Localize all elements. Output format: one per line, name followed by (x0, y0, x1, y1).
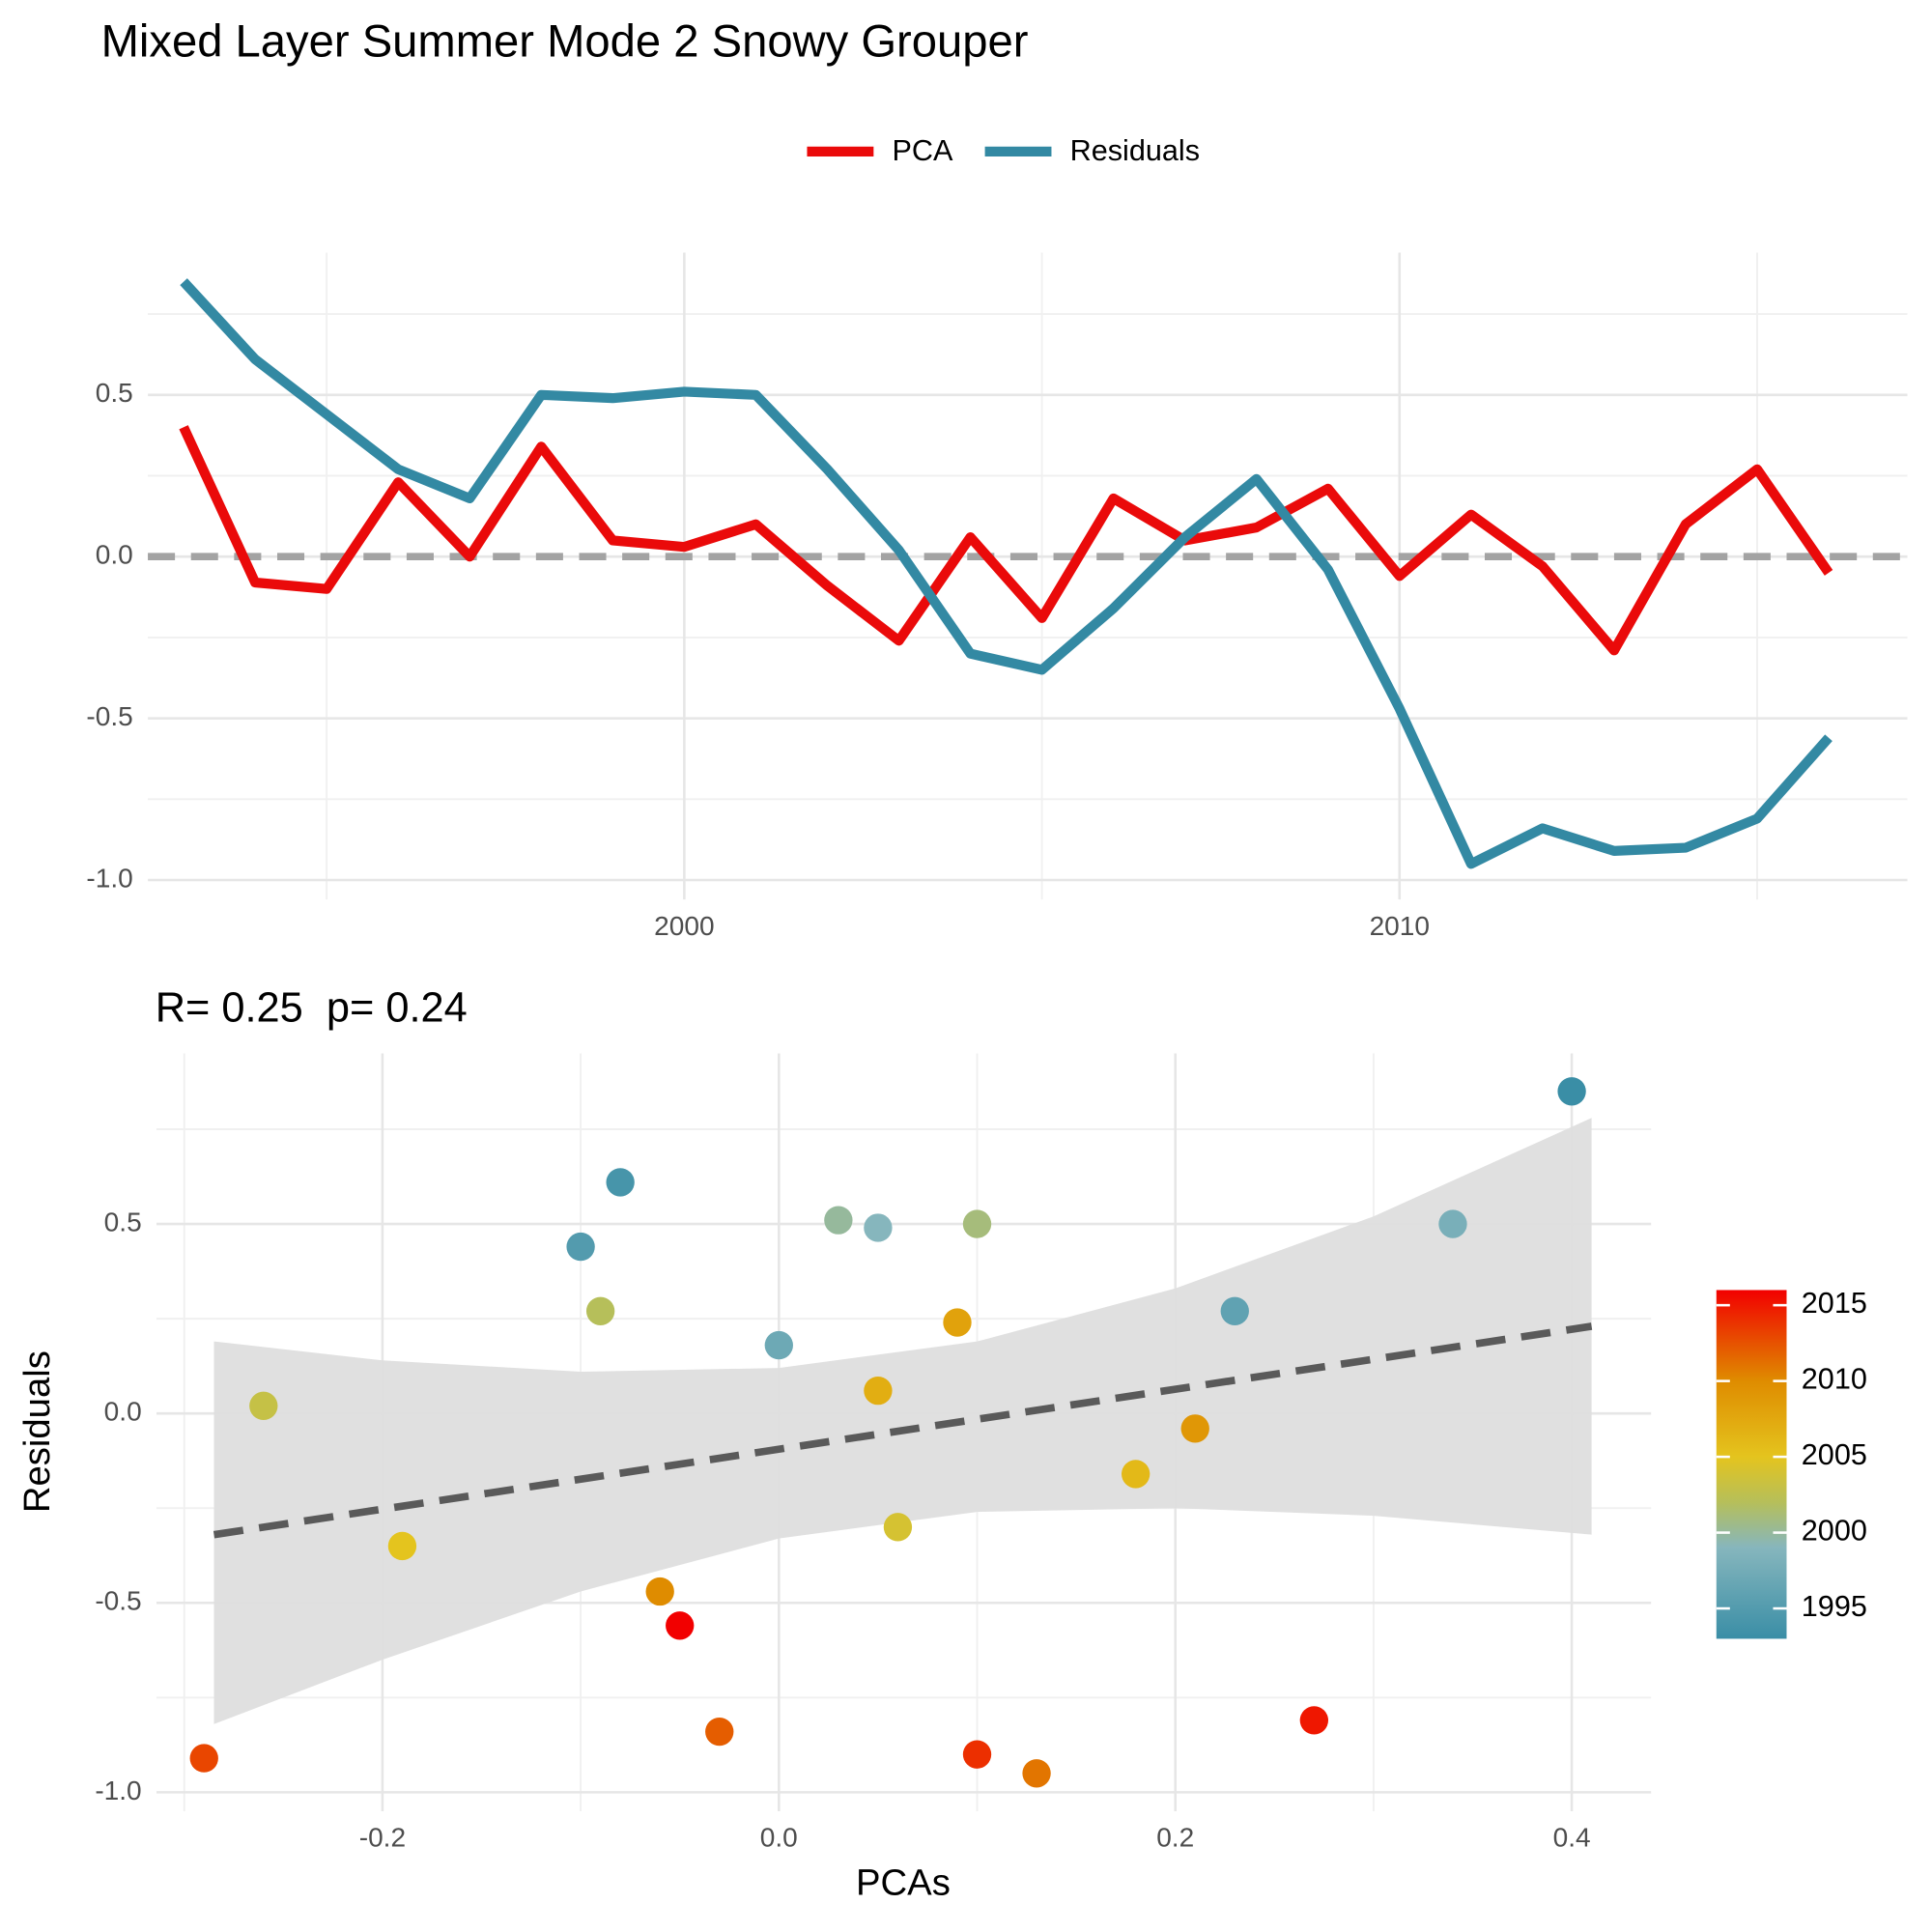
point (1438, 1209, 1467, 1238)
series-line (180, 278, 1833, 869)
point (943, 1308, 972, 1337)
y-tick-label: -1.0 (95, 1776, 141, 1805)
colorbar-label: 2000 (1802, 1515, 1867, 1548)
point (1180, 1414, 1209, 1443)
point (1022, 1759, 1051, 1788)
y-tick-label: 0.5 (104, 1207, 142, 1236)
point (666, 1611, 695, 1640)
legend-label: PCA (892, 134, 953, 167)
x-tick-label: 0.0 (760, 1823, 798, 1853)
series-line (179, 425, 1833, 656)
y-axis-label: Residuals (16, 1350, 58, 1513)
x-tick-label: 0.4 (1553, 1823, 1591, 1853)
point (705, 1717, 734, 1747)
point (606, 1168, 635, 1197)
x-tick-label: 2000 (654, 911, 714, 941)
point (864, 1376, 893, 1406)
y-tick-label: -0.5 (95, 1586, 141, 1616)
point (962, 1209, 992, 1238)
colorbar (1716, 1290, 1787, 1639)
point (1557, 1077, 1586, 1106)
point (1299, 1706, 1329, 1735)
y-tick-label: 0.0 (104, 1397, 142, 1427)
x-tick-label: -0.2 (359, 1823, 406, 1853)
point (249, 1391, 278, 1420)
y-tick-label: -0.5 (86, 701, 132, 731)
point (962, 1740, 992, 1769)
point (1122, 1460, 1151, 1489)
y-tick-label: 0.5 (96, 378, 133, 408)
legend-label: Residuals (1070, 134, 1200, 167)
point (764, 1330, 793, 1360)
point (387, 1531, 417, 1561)
colorbar-label: 2010 (1802, 1363, 1867, 1396)
x-tick-label: 2010 (1370, 911, 1430, 941)
point (864, 1213, 893, 1242)
chart-title: Mixed Layer Summer Mode 2 Snowy Grouper (101, 15, 1029, 67)
point (566, 1232, 595, 1262)
point (824, 1206, 853, 1235)
colorbar-label: 2015 (1802, 1287, 1867, 1320)
point (645, 1577, 674, 1606)
colorbar-label: 1995 (1802, 1590, 1867, 1623)
confidence-band (213, 1118, 1592, 1724)
x-axis-label: PCAs (856, 1862, 951, 1904)
scatter-title: R= 0.25 p= 0.24 (156, 984, 468, 1031)
point (1220, 1296, 1249, 1325)
y-tick-label: 0.0 (96, 540, 133, 570)
point (883, 1513, 913, 1542)
colorbar-label: 2005 (1802, 1438, 1867, 1471)
x-tick-label: 0.2 (1156, 1823, 1194, 1853)
y-tick-label: -1.0 (86, 863, 132, 893)
point (585, 1296, 615, 1325)
fit-line (213, 1322, 1593, 1539)
point (189, 1744, 218, 1773)
